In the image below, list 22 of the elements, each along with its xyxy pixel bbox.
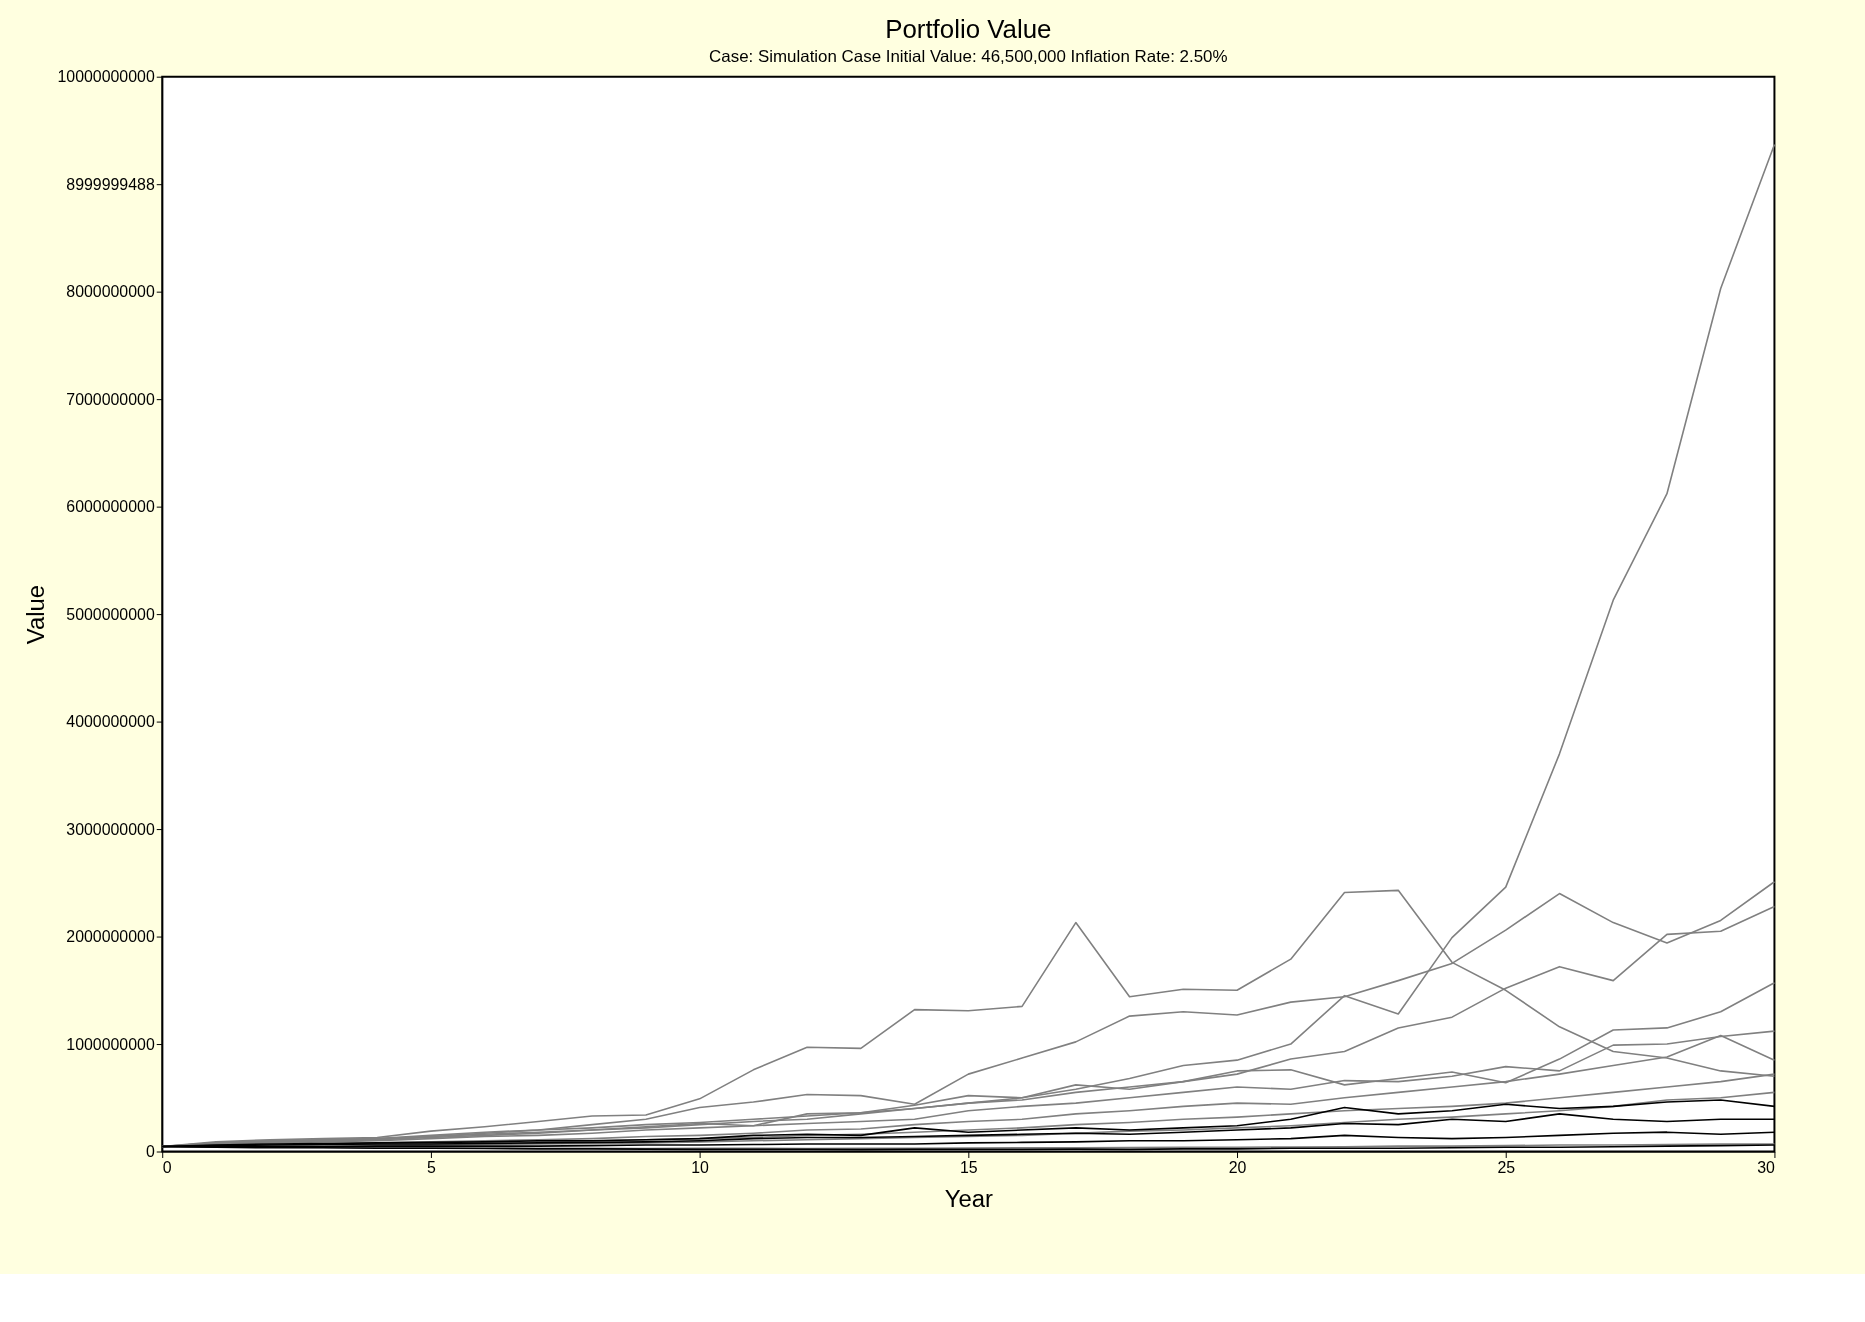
x-tick-label: 0 xyxy=(162,1158,172,1176)
y-tick-label: 5000000000 xyxy=(66,605,155,623)
y-tick-label: 8999999488 xyxy=(66,175,155,193)
y-tick-label: 7000000000 xyxy=(66,390,155,408)
y-tick-label: 0 xyxy=(145,1142,155,1160)
y-axis-title: Value xyxy=(22,584,50,645)
x-axis-title: Year xyxy=(944,1184,993,1212)
y-tick-label: 10000000000 xyxy=(57,68,155,86)
x-tick-label: 10 xyxy=(691,1158,710,1176)
x-tick-label: 25 xyxy=(1497,1158,1516,1176)
x-tick-label: 20 xyxy=(1228,1158,1247,1176)
chart-subtitle: Case: Simulation Case Initial Value: 46,500,000 Inflation Rate: 2.50% xyxy=(709,46,1228,66)
x-tick-label: 15 xyxy=(959,1158,978,1176)
chart-title: Portfolio Value xyxy=(885,14,1052,43)
y-tick-label: 1000000000 xyxy=(66,1035,155,1053)
x-tick-label: 30 xyxy=(1757,1158,1776,1176)
y-tick-label: 6000000000 xyxy=(66,498,155,516)
y-tick-label: 8000000000 xyxy=(66,283,155,301)
y-tick-label: 4000000000 xyxy=(66,713,155,731)
y-tick-label: 2000000000 xyxy=(66,928,155,946)
y-tick-label: 3000000000 xyxy=(66,820,155,838)
x-tick-label: 5 xyxy=(426,1158,436,1176)
